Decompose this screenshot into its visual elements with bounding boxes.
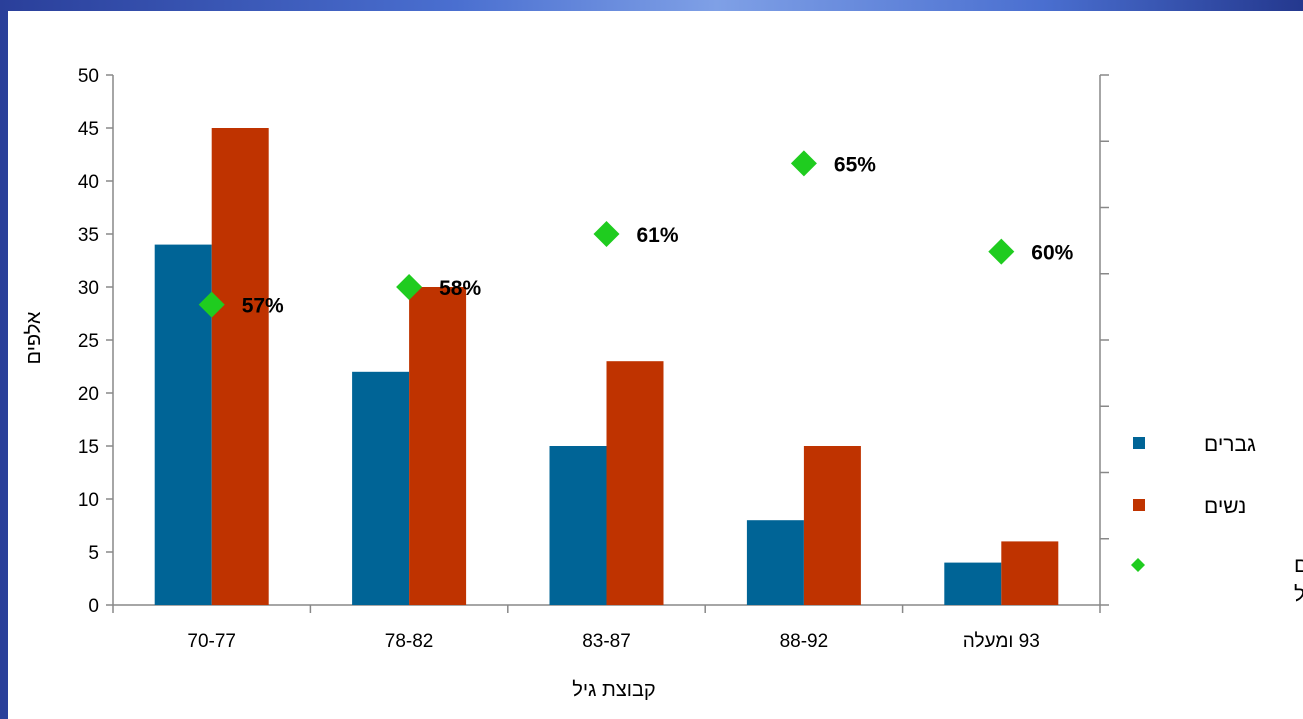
percent-label: 58% <box>439 277 481 300</box>
x-tick-label: 93 ומעלה <box>963 631 1040 652</box>
y-tick-label: 35 <box>78 225 99 246</box>
y-axis-title: אלפים <box>23 311 45 364</box>
x-axis: 70-77 78-82 83-87 88-92 93 ומעלה <box>112 604 1101 652</box>
bar-men <box>549 446 607 605</box>
bar-women <box>409 287 467 605</box>
percent-point <box>396 274 423 300</box>
y-tick-label: 40 <box>78 172 99 193</box>
x-tick-label: 83-87 <box>582 631 631 652</box>
legend-label-men: גברים <box>1204 433 1256 456</box>
bar-men <box>352 371 410 605</box>
y-tick-label: 15 <box>78 437 99 458</box>
percent-points: 57% 58% 61% 65% 60% <box>198 150 1074 318</box>
bar-women <box>211 128 269 605</box>
x-tick-label: 78-82 <box>385 631 434 652</box>
x-tick-label: 88-92 <box>780 631 829 652</box>
legend-label-women: נשים <box>1204 495 1246 518</box>
percent-point <box>790 150 817 177</box>
y-tick-label: 10 <box>78 490 99 511</box>
y-tick-label: 20 <box>78 384 99 405</box>
y-tick-label: 5 <box>88 543 99 564</box>
percent-label: 65% <box>834 153 876 176</box>
percent-point <box>593 221 620 247</box>
legend-label-percent-line2: בקבוצת הגיל <box>1294 583 1303 606</box>
legend-label-percent-line1: אחוז נשים <box>1294 554 1303 577</box>
x-tick-label: 70-77 <box>187 631 236 652</box>
bar-women <box>1001 541 1059 605</box>
legend-swatch-women <box>1133 499 1145 511</box>
bar-men <box>746 520 804 605</box>
y-tick-label: 50 <box>78 66 99 87</box>
bar-women <box>606 361 664 605</box>
y-tick-label: 45 <box>78 119 99 140</box>
percent-point <box>198 291 225 318</box>
x-axis-title: קבוצת גיל <box>572 679 655 701</box>
legend-swatch-men <box>1133 437 1145 449</box>
bar-women <box>803 446 861 605</box>
percent-label: 61% <box>637 224 679 247</box>
age-group-bar-chart: 0 5 10 15 20 25 30 35 40 45 50 70-77 78-82 83-87 88-9… <box>23 66 1303 701</box>
chart-frame: 0 5 10 15 20 25 30 35 40 45 50 70-77 78-82 83-87 88-9… <box>8 11 1303 719</box>
y-tick-label: 30 <box>78 278 99 299</box>
legend-marker-percent <box>1131 558 1145 572</box>
bar-men <box>154 244 212 605</box>
bars <box>154 128 1059 605</box>
y-tick-label: 25 <box>78 331 99 352</box>
y-axis: 0 5 10 15 20 25 30 35 40 45 50 <box>78 66 114 617</box>
percent-point <box>988 238 1015 265</box>
percent-label: 57% <box>242 295 284 318</box>
y-tick-label: 0 <box>88 596 99 617</box>
secondary-y-axis <box>1099 74 1109 606</box>
bar-men <box>944 562 1002 605</box>
legend: גברים נשים אחוז נשים בקבוצת הגיל <box>1131 433 1303 606</box>
percent-label: 60% <box>1031 242 1073 265</box>
